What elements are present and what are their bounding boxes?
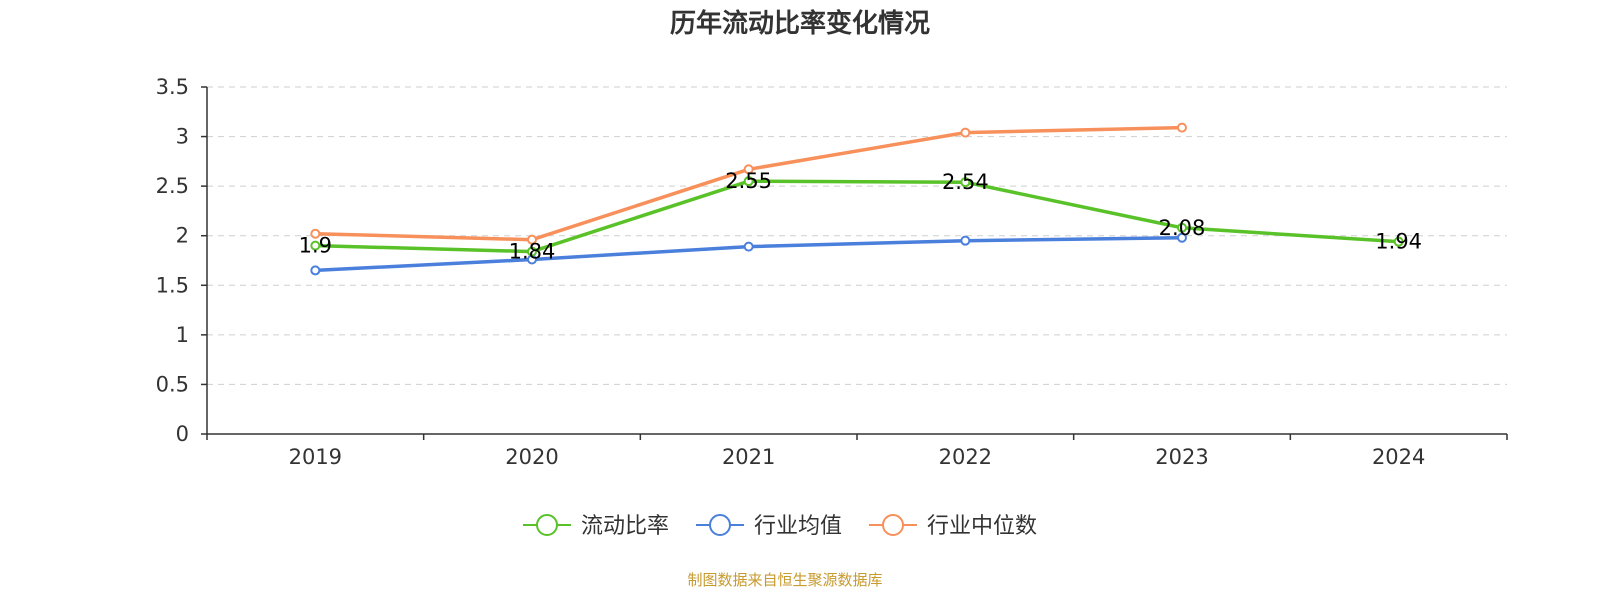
y-tick-label: 1.5: [156, 273, 189, 297]
data-label-2024: 1.94: [1375, 230, 1422, 254]
y-tick-label: 3: [176, 125, 189, 149]
y-tick-label: 1: [176, 323, 189, 347]
data-point-2-2020[interactable]: [527, 234, 537, 245]
data-point-0-2022[interactable]: [960, 177, 971, 188]
legend-item-0[interactable]: 流动比率: [523, 514, 669, 539]
legend-label: 行业均值: [754, 514, 842, 539]
data-source-note: 制图数据来自恒生聚源数据库: [687, 571, 882, 589]
series-lines: [313, 125, 1401, 273]
data-point-1-2023[interactable]: [1177, 232, 1187, 243]
data-point-1-2019[interactable]: [310, 265, 321, 276]
data-label-2019: 1.9: [299, 234, 332, 258]
legend-label: 行业中位数: [927, 514, 1037, 539]
legend-circle-icon: [536, 514, 558, 536]
data-point-1-2022[interactable]: [960, 235, 971, 246]
x-tick-label-2024: 2024: [1372, 445, 1425, 469]
y-tick-label: 0: [176, 422, 189, 446]
axes: 0 0.5 1 1.5 2 2.5 3 3.5 2019 2020 2021 2022 2023 2024: [156, 75, 1508, 469]
data-label-2023: 2.08: [1159, 216, 1206, 240]
data-label-2022: 2.54: [942, 170, 989, 194]
legend-circle-icon: [882, 514, 904, 536]
legend-item-1[interactable]: 行业均值: [696, 514, 842, 539]
data-point-2-2021[interactable]: [743, 164, 754, 175]
data-point-2-2019[interactable]: [310, 228, 321, 239]
chart-title: 历年流动比率变化情况: [670, 8, 930, 39]
y-tick-label: 0.5: [156, 372, 189, 396]
data-points: [310, 122, 1404, 276]
data-point-1-2021[interactable]: [743, 241, 754, 252]
data-point-2-2023[interactable]: [1177, 122, 1187, 133]
x-tick-label-2022: 2022: [939, 445, 992, 469]
x-tick-label-2021: 2021: [722, 445, 775, 469]
data-point-0-2019[interactable]: [310, 240, 321, 251]
series-line-0: [313, 179, 1401, 254]
legend-item-2[interactable]: 行业中位数: [869, 514, 1037, 539]
x-tick-label-2019: 2019: [289, 445, 342, 469]
data-point-0-2024[interactable]: [1393, 236, 1404, 247]
legend-circle-icon: [709, 514, 731, 536]
legend[interactable]: 流动比率 行业均值 行业中位数: [523, 514, 1037, 539]
data-label-2020: 1.84: [509, 240, 556, 264]
x-tick-label-2020: 2020: [505, 445, 558, 469]
data-point-0-2023[interactable]: [1177, 222, 1187, 233]
y-tick-label: 3.5: [156, 75, 189, 99]
y-tick-label: 2.5: [156, 174, 189, 198]
legend-label: 流动比率: [581, 514, 669, 539]
data-labels: 1.9 1.84 2.55 2.54 2.08 1.94: [299, 169, 1422, 263]
data-point-2-2022[interactable]: [960, 127, 971, 138]
data-label-2021: 2.55: [725, 169, 772, 193]
data-point-0-2021[interactable]: [743, 176, 754, 187]
x-tick-label-2023: 2023: [1155, 445, 1208, 469]
data-point-0-2020[interactable]: [527, 246, 537, 257]
y-tick-label: 2: [176, 224, 189, 248]
